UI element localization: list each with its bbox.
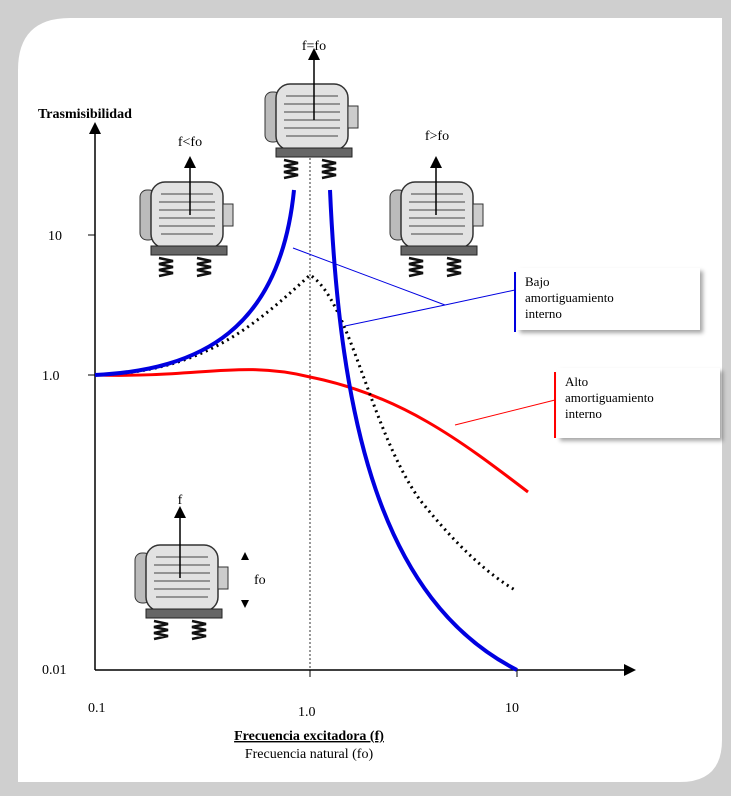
y-axis-title: Trasmisibilidad bbox=[38, 107, 132, 122]
motor-label: f>fo bbox=[425, 129, 449, 144]
x-axis-title: Frecuencia excitadora (f) bbox=[234, 729, 384, 744]
x-tick-label: 10 bbox=[505, 701, 519, 716]
motor-label: f bbox=[178, 493, 183, 508]
motor-label: f=fo bbox=[302, 39, 326, 54]
high-damping-callout: Alto amortiguamiento interno bbox=[557, 368, 720, 438]
page: Trasmisibilidad 10 1.0 0.01 0.1 1.0 10 F… bbox=[0, 0, 731, 796]
low-damping-callout: Bajo amortiguamiento interno bbox=[517, 268, 700, 330]
motor-label: fo bbox=[254, 573, 266, 588]
y-tick-label: 10 bbox=[48, 229, 62, 244]
x-tick-label: 0.1 bbox=[88, 701, 106, 716]
y-tick-label: 0.01 bbox=[42, 663, 67, 678]
x-axis-subtitle: Frecuencia natural (fo) bbox=[245, 747, 374, 762]
y-tick-label: 1.0 bbox=[42, 369, 60, 384]
x-tick-label: 1.0 bbox=[298, 705, 316, 720]
motor-label: f<fo bbox=[178, 135, 202, 150]
